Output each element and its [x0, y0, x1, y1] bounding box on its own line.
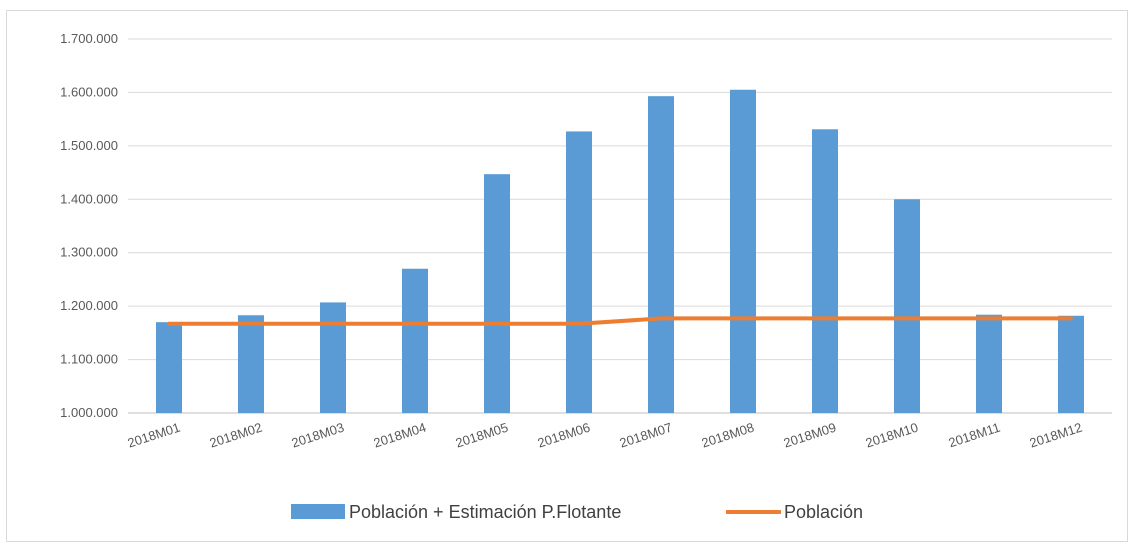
- x-tick-label: 2018M11: [947, 420, 1002, 451]
- x-tick-label: 2018M12: [1028, 420, 1084, 451]
- bar: [566, 131, 592, 413]
- y-tick-label: 1.700.000: [60, 31, 118, 46]
- x-tick-label: 2018M05: [454, 420, 510, 451]
- legend: Población + Estimación P.Flotante Poblac…: [291, 502, 863, 522]
- legend-label-bar: Población + Estimación P.Flotante: [349, 502, 621, 522]
- x-tick-label: 2018M08: [700, 420, 756, 451]
- y-tick-label: 1.000.000: [60, 405, 118, 420]
- y-tick-label: 1.100.000: [60, 352, 118, 367]
- x-tick-label: 2018M02: [208, 420, 264, 451]
- y-tick-label: 1.500.000: [60, 138, 118, 153]
- bar: [484, 174, 510, 413]
- x-axis-ticks: 2018M01 2018M02 2018M03 2018M04 2018M05 2018M…: [126, 420, 1084, 451]
- bar: [812, 129, 838, 413]
- bar: [1058, 315, 1084, 413]
- x-tick-label: 2018M10: [864, 420, 920, 451]
- bar: [976, 314, 1002, 413]
- bar: [730, 89, 756, 413]
- x-tick-label: 2018M07: [618, 420, 674, 451]
- legend-swatch-bar: [291, 504, 345, 519]
- bar: [238, 315, 264, 413]
- x-tick-label: 2018M04: [372, 420, 428, 451]
- bar: [648, 96, 674, 413]
- y-tick-label: 1.300.000: [60, 245, 118, 260]
- y-tick-label: 1.600.000: [60, 84, 118, 99]
- bar: [156, 322, 182, 413]
- line-series: [167, 316, 1073, 326]
- y-tick-label: 1.200.000: [60, 298, 118, 313]
- bar: [402, 268, 428, 413]
- y-axis-ticks: 1.000.000 1.100.000 1.200.000 1.300.000 1.40…: [60, 31, 118, 420]
- x-tick-label: 2018M06: [536, 420, 592, 451]
- bar-series: [156, 89, 1084, 413]
- gridlines: [128, 38, 1112, 414]
- x-tick-label: 2018M01: [126, 420, 182, 451]
- series-line: [167, 316, 1073, 326]
- x-tick-label: 2018M03: [290, 420, 346, 451]
- x-tick-label: 2018M09: [782, 420, 838, 451]
- bar: [320, 302, 346, 413]
- bar: [894, 199, 920, 413]
- legend-label-line: Población: [784, 502, 863, 522]
- y-tick-label: 1.400.000: [60, 191, 118, 206]
